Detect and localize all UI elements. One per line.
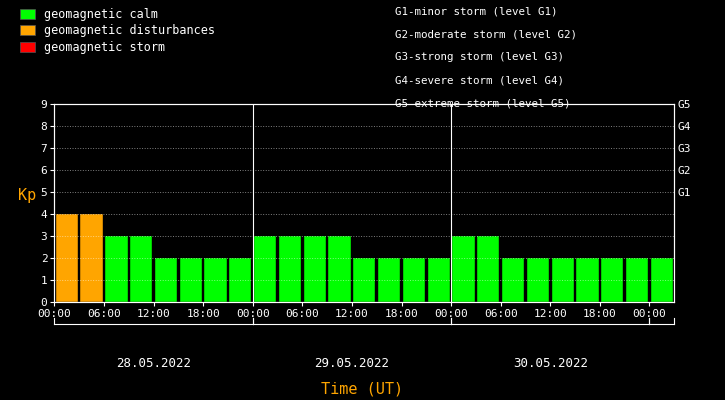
Bar — [229, 258, 252, 302]
Bar — [403, 258, 425, 302]
Bar — [378, 258, 400, 302]
Bar — [105, 236, 128, 302]
Bar — [601, 258, 624, 302]
Bar — [428, 258, 450, 302]
Bar — [502, 258, 524, 302]
Text: 29.05.2022: 29.05.2022 — [315, 357, 389, 370]
Bar — [626, 258, 648, 302]
Bar — [552, 258, 573, 302]
Bar — [452, 236, 475, 302]
Bar — [328, 236, 351, 302]
Y-axis label: Kp: Kp — [17, 188, 36, 203]
Text: 28.05.2022: 28.05.2022 — [116, 357, 191, 370]
Text: 30.05.2022: 30.05.2022 — [513, 357, 588, 370]
Text: G4-severe storm (level G4): G4-severe storm (level G4) — [395, 76, 564, 86]
Bar — [527, 258, 549, 302]
Bar — [56, 214, 78, 302]
Bar — [477, 236, 500, 302]
Bar — [353, 258, 376, 302]
Bar — [651, 258, 673, 302]
Bar — [130, 236, 152, 302]
Bar — [304, 236, 326, 302]
Bar — [279, 236, 301, 302]
Text: G1-minor storm (level G1): G1-minor storm (level G1) — [395, 6, 558, 16]
Bar — [180, 258, 202, 302]
Text: G5-extreme storm (level G5): G5-extreme storm (level G5) — [395, 99, 571, 109]
Bar — [155, 258, 177, 302]
Text: G3-strong storm (level G3): G3-strong storm (level G3) — [395, 52, 564, 62]
Bar — [80, 214, 103, 302]
Bar — [254, 236, 276, 302]
Bar — [576, 258, 599, 302]
Legend: geomagnetic calm, geomagnetic disturbances, geomagnetic storm: geomagnetic calm, geomagnetic disturbanc… — [20, 8, 215, 54]
Text: Time (UT): Time (UT) — [321, 381, 404, 396]
Text: G2-moderate storm (level G2): G2-moderate storm (level G2) — [395, 29, 577, 39]
Bar — [204, 258, 227, 302]
